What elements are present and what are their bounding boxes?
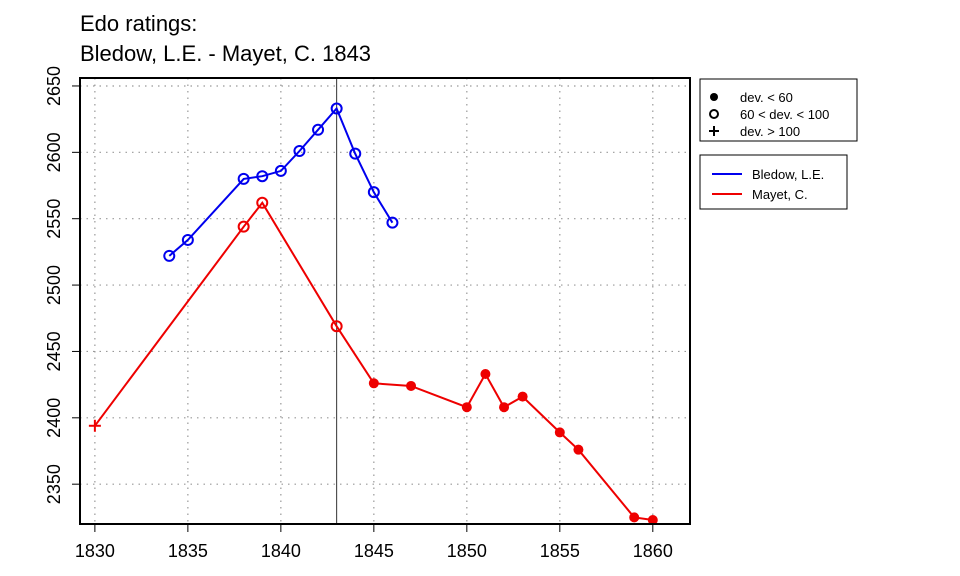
data-point-filled: [461, 402, 472, 413]
legend-layer: dev. < 60 60 < dev. < 100 dev. > 100 Bledow…: [699, 78, 858, 210]
x-tick-label: 1850: [447, 541, 487, 561]
marker-legend-label: dev. > 100: [740, 124, 800, 139]
grid-lines: [80, 78, 690, 524]
data-point-open: [163, 249, 176, 262]
data-point-filled: [368, 378, 379, 389]
series-line: [168, 106, 394, 257]
data-point-filled: [573, 444, 584, 455]
y-tick-label: 2550: [44, 199, 64, 239]
data-point-open: [386, 216, 399, 229]
series-legend-label: Mayet, C.: [752, 187, 808, 202]
x-tick-label: 1845: [354, 541, 394, 561]
data-point-plus: [88, 419, 101, 432]
axis-ticks: 1830 1835 1840 1845 1850 1855 1860 2350 2400 2450…: [44, 66, 673, 561]
data-point-filled: [710, 93, 718, 101]
data-point-open: [181, 233, 194, 246]
data-point-open: [237, 220, 250, 233]
y-tick-label: 2500: [44, 265, 64, 305]
data-point-open: [330, 320, 343, 333]
data-point-open: [256, 170, 269, 183]
y-tick-label: 2350: [44, 464, 64, 504]
marker-legend-label: dev. < 60: [740, 90, 793, 105]
data-point-plus: [709, 126, 719, 136]
data-point-open: [293, 145, 306, 158]
data-point-filled: [647, 515, 658, 526]
y-tick-label: 2600: [44, 132, 64, 172]
data-point-filled: [554, 427, 565, 438]
data-point-open: [367, 186, 380, 199]
series-1: [88, 196, 658, 526]
series-line: [94, 201, 653, 521]
y-tick-label: 2400: [44, 398, 64, 438]
y-tick-label: 2450: [44, 331, 64, 371]
data-point-open: [330, 102, 343, 115]
data-point-open: [349, 147, 362, 160]
x-tick-label: 1830: [75, 541, 115, 561]
y-tick-label: 2650: [44, 66, 64, 106]
x-tick-label: 1840: [261, 541, 301, 561]
marker-legend-label: 60 < dev. < 100: [740, 107, 829, 122]
chart-title-line-1: Edo ratings:: [80, 11, 197, 36]
data-point-filled: [480, 369, 491, 380]
x-tick-label: 1860: [633, 541, 673, 561]
data-point-filled: [499, 402, 510, 413]
data-point-open: [256, 196, 269, 209]
marker-legend-box: [699, 78, 858, 142]
data-point-filled: [406, 380, 417, 391]
data-point-filled: [517, 391, 528, 402]
data-point-open: [237, 172, 250, 185]
data-point-open: [709, 109, 719, 119]
chart-title-line-2: Bledow, L.E. - Mayet, C. 1843: [80, 41, 371, 66]
plot-frame: [79, 77, 691, 525]
series-0: [163, 102, 399, 262]
x-tick-label: 1835: [168, 541, 208, 561]
x-tick-label: 1855: [540, 541, 580, 561]
series-layer: [88, 102, 658, 526]
series-legend-box: [699, 154, 848, 210]
data-point-open: [274, 164, 287, 177]
data-point-open: [312, 123, 325, 136]
data-point-filled: [629, 512, 640, 523]
series-legend-label: Bledow, L.E.: [752, 167, 824, 182]
